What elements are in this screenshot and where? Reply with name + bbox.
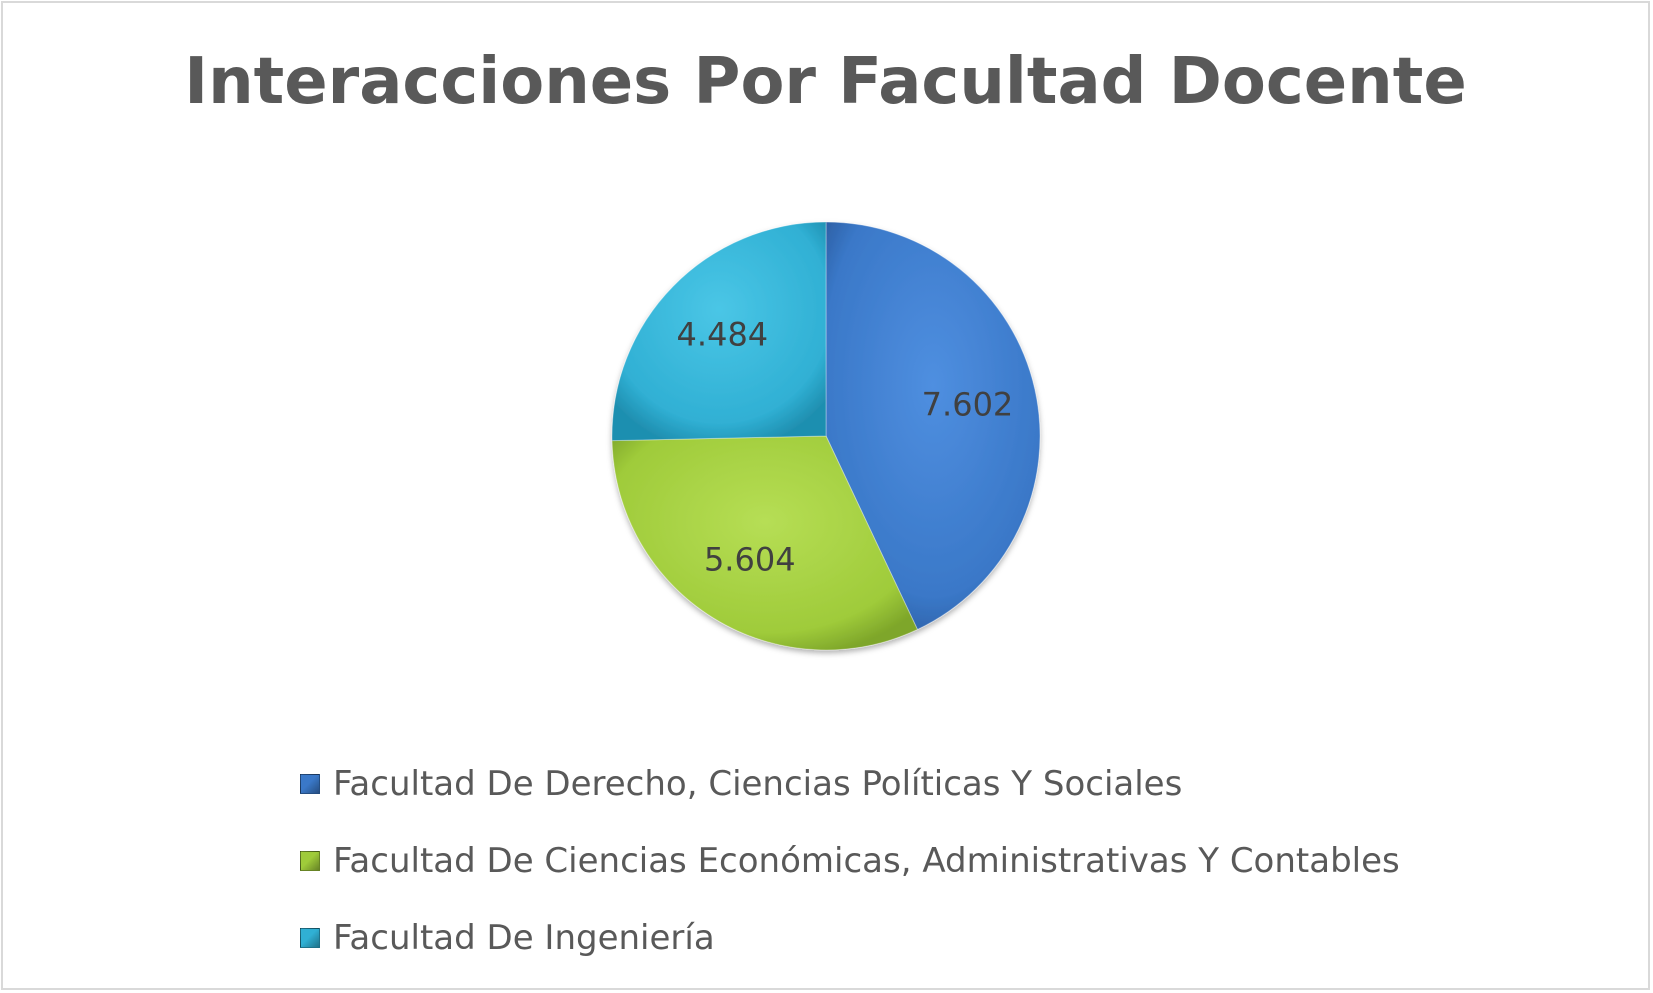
pie-slice-derecho: [825, 221, 1041, 631]
legend-swatch-ingenieria: [300, 927, 320, 948]
legend-label-economicas: Facultad De Ciencias Económicas, Adminis…: [333, 840, 1400, 881]
pie-slices: [611, 221, 1041, 651]
chart-title: Interacciones Por Facultad Docente: [184, 45, 1467, 119]
pie-slice-ingenieria: [611, 221, 827, 442]
data-label-derecho: 7.602: [922, 385, 1014, 423]
legend-swatch-economicas: [300, 850, 320, 871]
legend-swatch-derecho: [300, 773, 320, 794]
legend-label-ingenieria: Facultad De Ingeniería: [333, 917, 715, 958]
legend-item-economicas: Facultad De Ciencias Económicas, Adminis…: [300, 822, 1400, 899]
legend-item-ingenieria: Facultad De Ingeniería: [300, 899, 1400, 976]
data-label-ingenieria: 4.484: [677, 316, 769, 354]
pie-data-labels: 7.602 5.604 4.484: [677, 316, 1014, 579]
chart-legend: Facultad De Derecho, Ciencias Políticas …: [300, 745, 1400, 976]
legend-label-derecho: Facultad De Derecho, Ciencias Políticas …: [333, 763, 1183, 804]
pie-slice-economicas: [611, 435, 919, 651]
legend-item-derecho: Facultad De Derecho, Ciencias Políticas …: [300, 745, 1400, 822]
data-label-economicas: 5.604: [704, 540, 796, 578]
